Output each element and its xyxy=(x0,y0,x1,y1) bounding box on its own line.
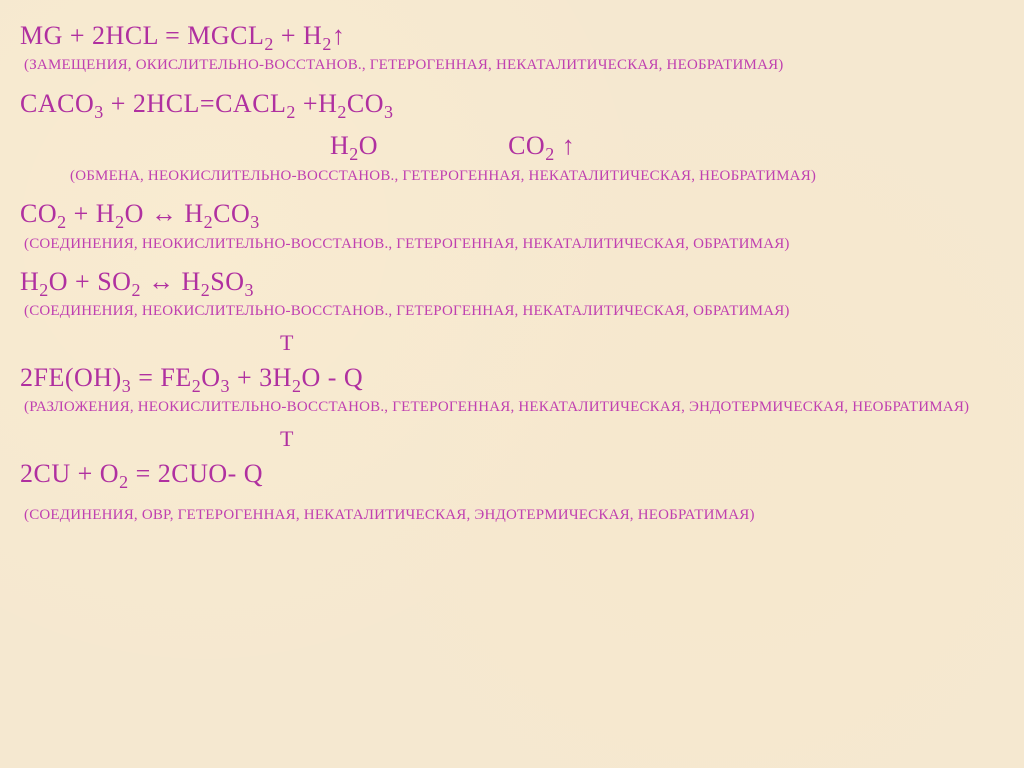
equation-6: 2CU + O2 = 2CUO- Q xyxy=(20,456,1004,492)
note-5: (РАЗЛОЖЕНИЯ, НЕОКИСЛИТЕЛЬНО-ВОССТАНОВ., … xyxy=(20,398,1004,418)
equation-3: CO2 + H2O ↔ H2CO3 xyxy=(20,196,1004,232)
equation-1: MG + 2HCL = MGCL2 + H2↑ xyxy=(20,18,1004,54)
equation-5: 2FE(OH)3 = FE2O3 + 3H2O - Q xyxy=(20,360,1004,396)
equation-2: CACO3 + 2HCL=CACL2 +H2CO3 xyxy=(20,86,1004,122)
t-marker-2: T xyxy=(20,428,1004,450)
note-1: (ЗАМЕЩЕНИЯ, ОКИСЛИТЕЛЬНО-ВОССТАНОВ., ГЕТ… xyxy=(20,56,1004,76)
note-6: (СОЕДИНЕНИЯ, ОВР, ГЕТЕРОГЕННАЯ, НЕКАТАЛИ… xyxy=(20,506,1004,526)
note-3: (СОЕДИНЕНИЯ, НЕОКИСЛИТЕЛЬНО-ВОССТАНОВ., … xyxy=(20,235,1004,255)
slide-content: MG + 2HCL = MGCL2 + H2↑ (ЗАМЕЩЕНИЯ, ОКИС… xyxy=(0,0,1024,548)
t-marker-1: T xyxy=(20,332,1004,354)
note-2: (ОБМЕНА, НЕОКИСЛИТЕЛЬНО-ВОССТАНОВ., ГЕТЕ… xyxy=(20,167,1004,187)
equation-2-products: H2OCO2 ↑ xyxy=(20,128,1004,164)
equation-4: H2O + SO2 ↔ H2SO3 xyxy=(20,264,1004,300)
note-4: (СОЕДИНЕНИЯ, НЕОКИСЛИТЕЛЬНО-ВОССТАНОВ., … xyxy=(20,302,1004,322)
